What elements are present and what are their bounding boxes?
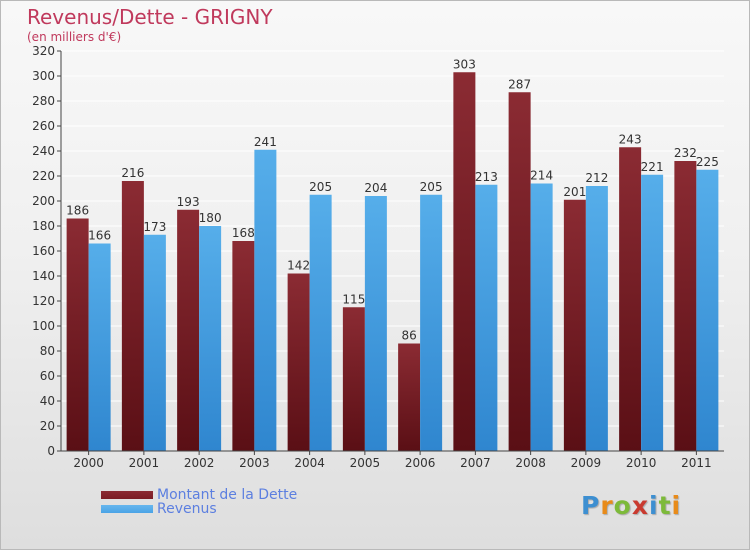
bar-revenue bbox=[88, 243, 111, 451]
y-tick-label: 260 bbox=[32, 119, 55, 133]
bar-revenue bbox=[364, 196, 387, 451]
data-label-debt: 232 bbox=[674, 146, 697, 160]
data-label-debt: 142 bbox=[287, 259, 310, 273]
x-tick-label: 2001 bbox=[129, 456, 160, 470]
x-tick-label: 2006 bbox=[405, 456, 436, 470]
data-label-revenue: 225 bbox=[696, 155, 719, 169]
y-tick-label: 60 bbox=[40, 369, 55, 383]
bar-revenue bbox=[420, 194, 443, 451]
bar-revenue bbox=[309, 194, 332, 451]
y-tick-label: 220 bbox=[32, 169, 55, 183]
bar-debt bbox=[453, 72, 476, 451]
y-tick-label: 240 bbox=[32, 144, 55, 158]
data-label-debt: 201 bbox=[563, 185, 586, 199]
bar-revenue bbox=[530, 183, 553, 451]
bar-revenue bbox=[199, 226, 222, 451]
logo-letter: x bbox=[631, 491, 649, 520]
axes: 0 20 40 60 80 100 120 140 160 180 200 220 240 260 280 3… bbox=[32, 44, 724, 470]
y-tick-label: 200 bbox=[32, 194, 55, 208]
y-tick-label: 300 bbox=[32, 69, 55, 83]
legend-label-debt: Montant de la Dette bbox=[157, 487, 298, 503]
legend-label-revenue: Revenus bbox=[157, 501, 217, 517]
bar-debt bbox=[674, 161, 697, 451]
data-label-revenue: 166 bbox=[88, 229, 111, 243]
x-tick-label: 2004 bbox=[294, 456, 325, 470]
data-label-revenue: 221 bbox=[641, 160, 664, 174]
data-label-revenue: 204 bbox=[364, 181, 387, 195]
bar-debt bbox=[121, 181, 144, 451]
data-label-revenue: 173 bbox=[143, 220, 166, 234]
data-label-revenue: 214 bbox=[530, 169, 553, 183]
data-label-debt: 168 bbox=[232, 226, 255, 240]
data-label-debt: 186 bbox=[66, 204, 89, 218]
bar-revenue bbox=[143, 234, 166, 451]
data-label-debt: 115 bbox=[342, 292, 365, 306]
chart-subtitle: (en milliers d'€) bbox=[27, 30, 122, 44]
data-label-revenue: 212 bbox=[585, 171, 608, 185]
bar-revenue bbox=[254, 149, 277, 451]
x-tick-label: 2011 bbox=[681, 456, 712, 470]
data-label-debt: 303 bbox=[453, 57, 476, 71]
bar-revenue bbox=[641, 174, 664, 451]
y-tick-label: 20 bbox=[40, 419, 55, 433]
bars bbox=[66, 72, 719, 451]
x-tick-label: 2002 bbox=[184, 456, 215, 470]
y-tick-label: 80 bbox=[40, 344, 55, 358]
y-tick-label: 120 bbox=[32, 294, 55, 308]
bar-debt bbox=[66, 218, 89, 451]
data-labels: 186 166 216 173 193 180 168 241 142 205 115 204 86 20… bbox=[66, 57, 719, 342]
logo-letter: i bbox=[671, 491, 682, 520]
logo-letter: t bbox=[658, 491, 672, 520]
chart-title: Revenus/Dette - GRIGNY bbox=[27, 5, 273, 29]
data-label-revenue: 213 bbox=[475, 170, 498, 184]
data-label-revenue: 241 bbox=[254, 135, 277, 149]
bar-debt bbox=[398, 343, 421, 451]
x-tick-label: 2000 bbox=[73, 456, 104, 470]
data-label-debt: 86 bbox=[401, 329, 416, 343]
logo-letter: r bbox=[600, 491, 614, 520]
data-label-revenue: 205 bbox=[420, 180, 443, 194]
y-tick-label: 320 bbox=[32, 44, 55, 58]
bar-debt bbox=[177, 209, 200, 451]
x-tick-label: 2003 bbox=[239, 456, 270, 470]
logo-letter: o bbox=[613, 491, 632, 520]
y-tick-label: 280 bbox=[32, 94, 55, 108]
logo-letter: P bbox=[581, 491, 601, 520]
bar-debt bbox=[232, 241, 255, 451]
y-tick-label: 100 bbox=[32, 319, 55, 333]
bar-debt bbox=[287, 273, 310, 451]
legend-swatch-revenue bbox=[101, 505, 153, 513]
legend-swatch-debt bbox=[101, 491, 153, 499]
bar-debt bbox=[508, 92, 531, 451]
bar-revenue bbox=[696, 169, 719, 451]
data-label-debt: 287 bbox=[508, 77, 531, 91]
logo-letter: i bbox=[649, 491, 659, 520]
y-tick-label: 40 bbox=[40, 394, 55, 408]
grid-lines bbox=[61, 50, 724, 452]
bar-debt bbox=[342, 307, 365, 451]
data-label-debt: 243 bbox=[619, 132, 642, 146]
x-tick-label: 2010 bbox=[626, 456, 657, 470]
x-tick-label: 2009 bbox=[571, 456, 602, 470]
bar-revenue bbox=[585, 186, 608, 451]
y-tick-label: 180 bbox=[32, 219, 55, 233]
proxiti-logo: Proxiti bbox=[581, 491, 681, 520]
data-label-revenue: 205 bbox=[309, 180, 332, 194]
bar-debt bbox=[619, 147, 642, 451]
y-tick-label: 160 bbox=[32, 244, 55, 258]
bar-debt bbox=[563, 199, 586, 451]
x-tick-label: 2005 bbox=[350, 456, 381, 470]
y-tick-label: 0 bbox=[47, 444, 55, 458]
y-tick-label: 140 bbox=[32, 269, 55, 283]
legend-item-debt: Montant de la Dette bbox=[101, 487, 297, 503]
data-label-revenue: 180 bbox=[199, 211, 222, 225]
data-label-debt: 193 bbox=[177, 195, 200, 209]
data-label-debt: 216 bbox=[121, 166, 144, 180]
x-tick-label: 2007 bbox=[460, 456, 491, 470]
legend-item-revenue: Revenus bbox=[101, 501, 217, 517]
bar-revenue bbox=[475, 184, 498, 451]
x-tick-label: 2008 bbox=[515, 456, 546, 470]
